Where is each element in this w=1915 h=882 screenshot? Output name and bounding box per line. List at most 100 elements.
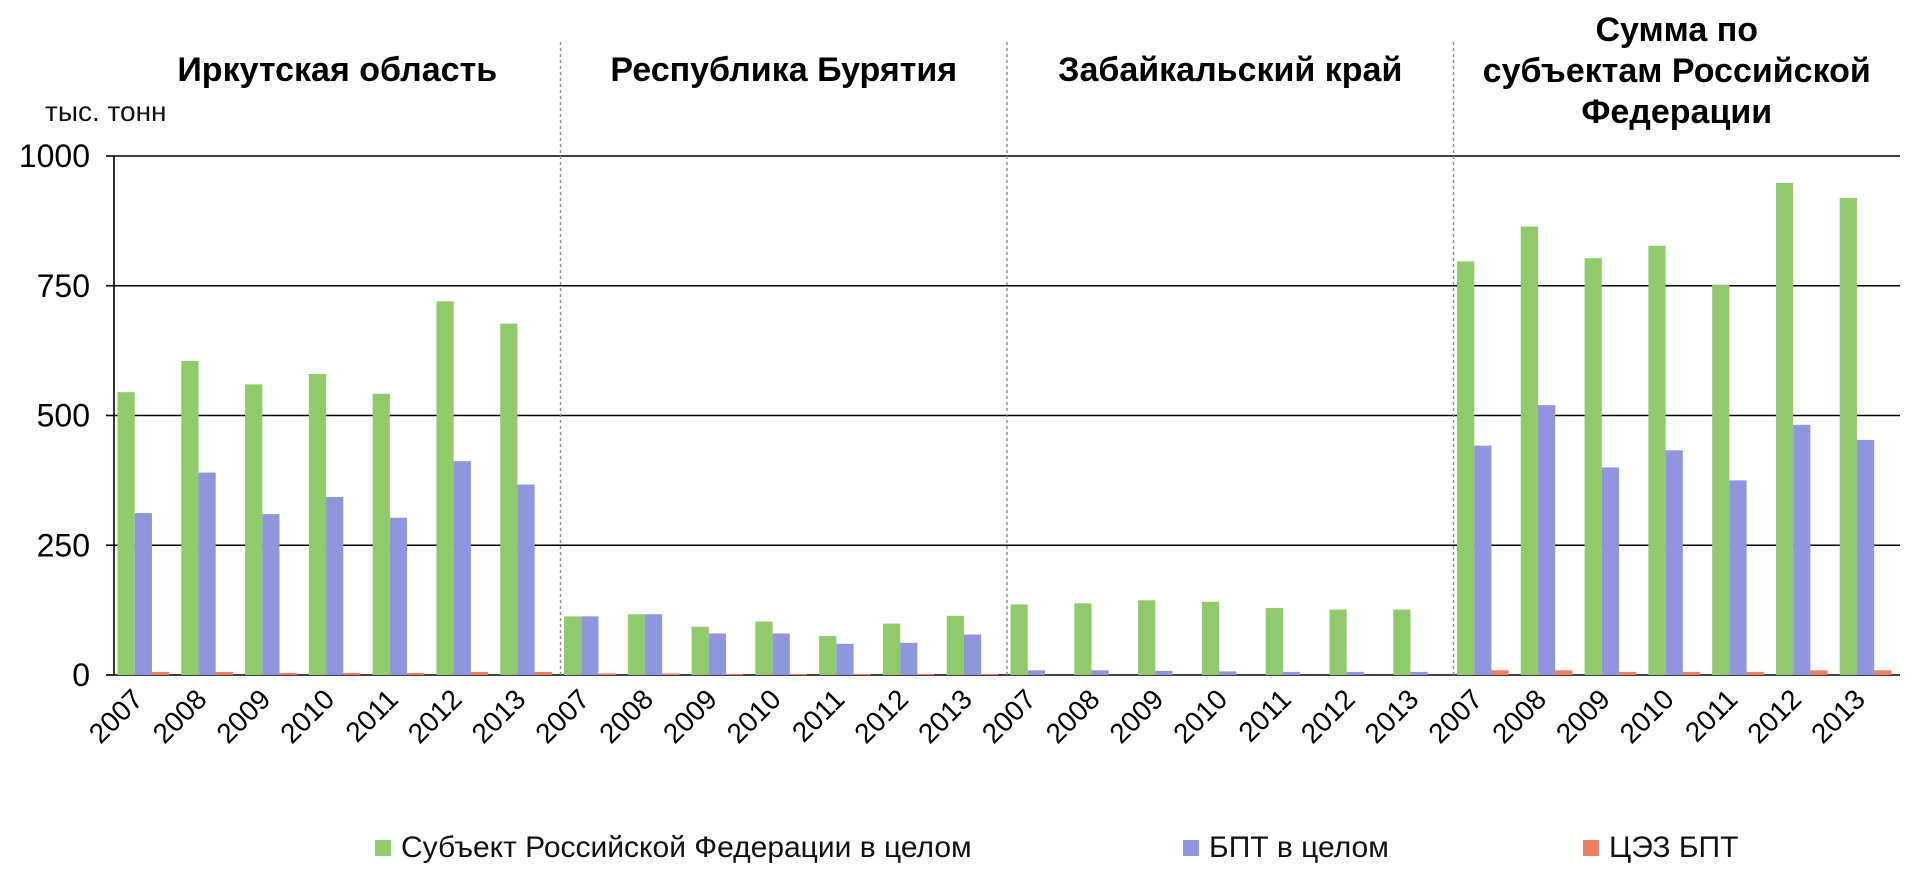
x-tick-label: 2009	[1103, 683, 1169, 749]
group-title-line: Федерации	[1581, 93, 1773, 131]
group-title-line: субъектам Российской	[1482, 52, 1871, 90]
bar	[946, 615, 964, 675]
legend-label-bpt: БПТ в целом	[1209, 831, 1389, 864]
x-tick-label: 2008	[593, 683, 659, 749]
group-title: Иркутская область	[114, 50, 561, 91]
y-tick-label: 500	[37, 398, 90, 434]
bar	[134, 513, 152, 675]
bar	[981, 673, 999, 675]
bar	[755, 621, 773, 675]
bar	[1219, 671, 1237, 675]
bar	[470, 671, 489, 675]
bar	[598, 673, 616, 675]
bar	[1648, 245, 1666, 676]
bar	[181, 361, 199, 675]
group-title: Забайкальский край	[1007, 50, 1454, 91]
bar	[1793, 424, 1811, 675]
bar	[1601, 467, 1620, 675]
bar	[1491, 670, 1509, 675]
bar	[1074, 603, 1092, 675]
bar	[882, 623, 901, 675]
bar	[1619, 671, 1637, 675]
bar	[789, 673, 808, 675]
x-tick-label: 2010	[1614, 683, 1680, 749]
x-tick-label: 2010	[274, 683, 340, 749]
x-tick-label: 2012	[1295, 683, 1361, 749]
y-tick-label: 0	[72, 657, 90, 693]
bar	[1682, 671, 1701, 675]
bar	[726, 673, 744, 675]
bar	[1027, 670, 1045, 675]
bar	[1712, 284, 1730, 675]
x-tick-label: 2009	[1550, 683, 1616, 749]
bar	[708, 633, 727, 675]
group-separators	[559, 42, 1455, 675]
bar	[372, 393, 390, 675]
group-title-line: Сумма по	[1595, 11, 1759, 49]
x-tick-label: 2011	[786, 683, 851, 748]
bar	[517, 484, 535, 675]
bar	[564, 616, 582, 675]
bar	[1329, 609, 1347, 675]
bar	[1729, 480, 1747, 675]
legend-swatch-red	[1583, 840, 1599, 856]
group-title-line: Забайкальский край	[1058, 51, 1403, 89]
bar	[1265, 608, 1283, 675]
x-tick-label: 2007	[1422, 683, 1488, 749]
bar	[1138, 600, 1156, 675]
bar	[1775, 182, 1794, 675]
legend-label-cez: ЦЭЗ БПТ	[1609, 831, 1739, 864]
x-tick-label: 2008	[1040, 683, 1106, 749]
group-title: Сумма по субъектам Российской Федерации	[1454, 10, 1901, 133]
bar	[581, 616, 599, 675]
y-tick-label: 750	[37, 268, 90, 304]
x-tick-label: 2013	[1359, 683, 1425, 749]
bar	[1457, 261, 1475, 675]
bar	[627, 614, 646, 675]
bar	[691, 626, 709, 675]
bar	[1201, 601, 1220, 675]
bar	[151, 671, 170, 675]
x-tick-label: 2013	[912, 683, 978, 749]
x-tick-label: 2012	[402, 683, 468, 749]
bar	[308, 373, 327, 675]
bar	[1010, 604, 1028, 675]
bar	[326, 496, 344, 675]
bar	[389, 517, 408, 675]
bar	[1346, 671, 1364, 675]
x-tick-label: 2008	[1486, 683, 1552, 749]
x-tick-label: 2010	[721, 683, 787, 749]
x-tick-label: 2011	[1233, 683, 1298, 748]
bar	[963, 634, 982, 675]
bar	[534, 671, 552, 675]
bar	[407, 672, 425, 675]
bars	[117, 182, 1892, 676]
x-tick-label: 2010	[1167, 683, 1233, 749]
bar	[215, 671, 233, 675]
bar	[262, 514, 280, 675]
group-title-line: Иркутская область	[177, 51, 498, 89]
bar	[917, 673, 935, 675]
bar	[1856, 439, 1875, 675]
x-tick-label: 2009	[210, 683, 276, 749]
bar	[1155, 670, 1173, 675]
bar	[453, 461, 471, 675]
x-tick-label: 2012	[848, 683, 914, 749]
x-tick-label: 2007	[976, 683, 1042, 749]
bar	[1520, 226, 1539, 676]
legend-swatch-blue	[1183, 840, 1199, 856]
group-title-line: Республика Бурятия	[610, 51, 958, 89]
bar	[198, 472, 216, 675]
bar	[1410, 671, 1428, 675]
bar	[245, 384, 263, 675]
bar	[1555, 670, 1573, 675]
bar	[1810, 670, 1828, 675]
x-tick-label: 2013	[1805, 683, 1871, 749]
bar	[1091, 670, 1109, 675]
bar	[1393, 609, 1411, 675]
bar	[1665, 450, 1683, 675]
y-tick-label: 250	[37, 527, 90, 563]
x-tick-label: 2007	[529, 683, 595, 749]
bar	[1746, 671, 1764, 675]
bar	[819, 636, 837, 675]
